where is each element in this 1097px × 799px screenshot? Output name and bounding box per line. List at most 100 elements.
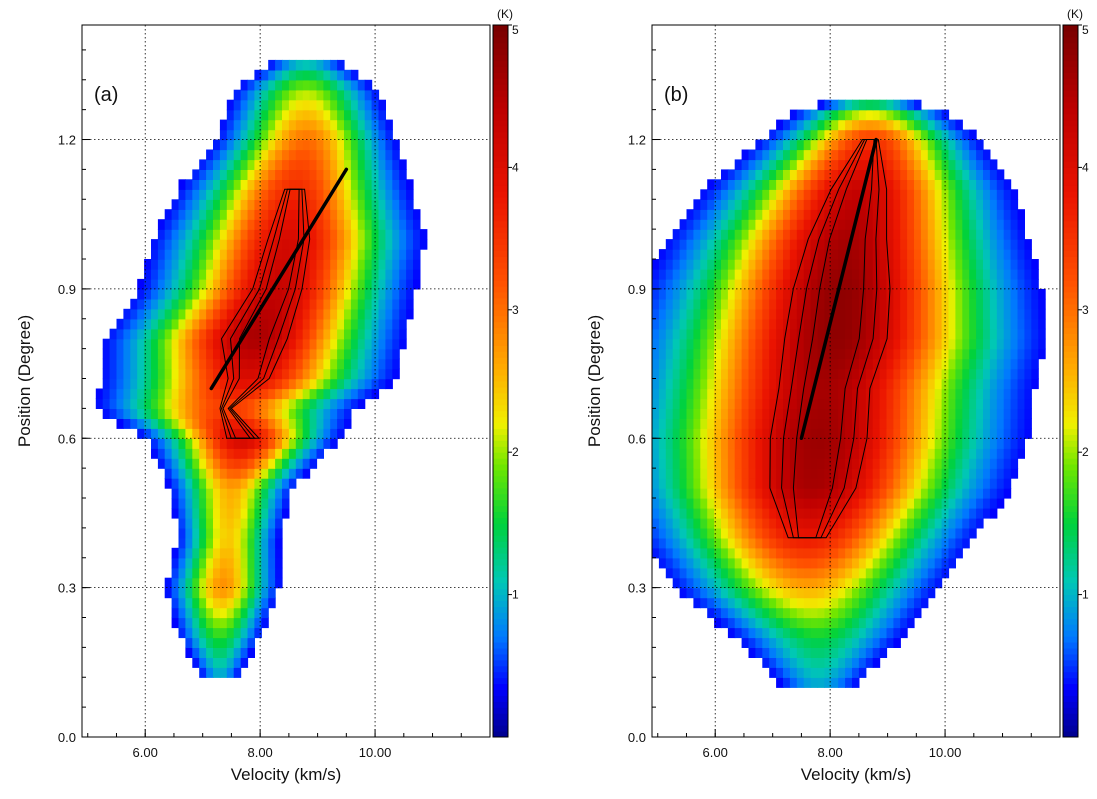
heatmap-cell (817, 398, 825, 409)
heatmap-cell (769, 199, 777, 210)
colorbar-swatch (1063, 66, 1078, 73)
heatmap-cell (658, 527, 667, 539)
heatmap-cell (907, 388, 915, 400)
heatmap-cell (192, 468, 200, 479)
heatmap-cell (385, 338, 393, 350)
heatmap-cell (962, 478, 970, 489)
heatmap-cell (261, 209, 269, 220)
heatmap-cell (652, 348, 660, 360)
heatmap-cell (741, 617, 750, 629)
heatmap-cell (199, 229, 207, 240)
heatmap-cell (872, 537, 881, 549)
heatmap-cell (1024, 418, 1032, 429)
heatmap-cell (776, 119, 784, 131)
heatmap-cell (810, 607, 819, 619)
heatmap-cell (357, 109, 366, 121)
heatmap-cell (852, 278, 860, 290)
heatmap-cell (226, 587, 235, 599)
heatmap-cell (996, 488, 1005, 499)
heatmap-cell (845, 587, 853, 599)
colorbar-swatch (1063, 618, 1078, 625)
heatmap-cell (948, 517, 956, 529)
colorbar-swatch (1063, 60, 1078, 68)
heatmap-cell (783, 557, 791, 569)
heatmap-cell (748, 448, 756, 459)
heatmap-cell (776, 388, 784, 400)
heatmap-cell (976, 179, 984, 190)
heatmap-cell (893, 508, 901, 519)
heatmap-cell (838, 199, 846, 210)
colorbar-swatch (493, 25, 508, 32)
heatmap-cell (658, 328, 667, 340)
heatmap-cell (838, 129, 846, 141)
heatmap-cell (268, 488, 276, 499)
heatmap-cell (907, 308, 915, 320)
colorbar-swatch (493, 321, 508, 329)
heatmap-cell (164, 269, 173, 280)
heatmap-cell (247, 239, 255, 250)
heatmap-cell (707, 607, 715, 619)
heatmap-cell (178, 498, 186, 509)
heatmap-cell (914, 338, 922, 350)
heatmap-cell (679, 378, 688, 390)
heatmap-cell (748, 159, 756, 170)
heatmap-cell (817, 199, 825, 210)
heatmap-cell (789, 557, 798, 569)
heatmap-cell (969, 388, 977, 400)
heatmap-cell (783, 239, 791, 250)
heatmap-cell (171, 199, 180, 210)
heatmap-cell (164, 259, 173, 270)
heatmap-cell (164, 288, 173, 300)
heatmap-cell (385, 358, 393, 370)
heatmap-cell (783, 637, 791, 648)
heatmap-cell (955, 239, 963, 250)
heatmap-cell (879, 438, 888, 449)
heatmap-cell (845, 547, 853, 559)
heatmap-cell (330, 328, 338, 340)
heatmap-cell (350, 89, 359, 101)
heatmap-cell (1017, 269, 1025, 280)
heatmap-cell (378, 109, 386, 121)
heatmap-cell (803, 119, 812, 131)
heatmap-cell (845, 478, 853, 489)
heatmap-cell (838, 259, 846, 270)
heatmap-cell (734, 338, 743, 350)
heatmap-cell (693, 587, 701, 599)
heatmap-cell (776, 139, 784, 151)
heatmap-cell (337, 89, 345, 101)
heatmap-cell (364, 278, 373, 290)
heatmap-cell (219, 468, 228, 479)
heatmap-cell (789, 398, 798, 409)
heatmap-cell (824, 488, 832, 499)
heatmap-cell (171, 298, 180, 310)
heatmap-cell (652, 278, 660, 290)
heatmap-cell (164, 378, 173, 390)
heatmap-cell (803, 567, 812, 579)
heatmap-cell (914, 577, 922, 589)
heatmap-cell (886, 607, 894, 619)
heatmap-cell (295, 229, 304, 240)
heatmap-cell (824, 219, 832, 230)
heatmap-cell (1031, 378, 1039, 390)
heatmap-cell (233, 328, 242, 340)
heatmap-cell (392, 348, 400, 360)
heatmap-cell (364, 179, 373, 190)
heatmap-cell (817, 567, 825, 579)
heatmap-cell (734, 189, 743, 200)
heatmap-cell (178, 318, 186, 330)
heatmap-cell (996, 418, 1005, 429)
heatmap-cell (316, 89, 324, 101)
heatmap-cell (192, 388, 200, 400)
colorbar-swatch (493, 167, 508, 174)
heatmap-cell (185, 189, 193, 200)
heatmap-cell (171, 607, 180, 619)
heatmap-cell (879, 139, 888, 151)
heatmap-cell (1010, 239, 1019, 250)
heatmap-cell (996, 209, 1005, 220)
y-tick-label: 0.3 (58, 581, 76, 596)
heatmap-cell (295, 139, 304, 151)
colorbar-swatch (1063, 588, 1078, 596)
heatmap-cell (893, 567, 901, 579)
heatmap-cell (254, 478, 262, 489)
heatmap-cell (371, 149, 380, 161)
